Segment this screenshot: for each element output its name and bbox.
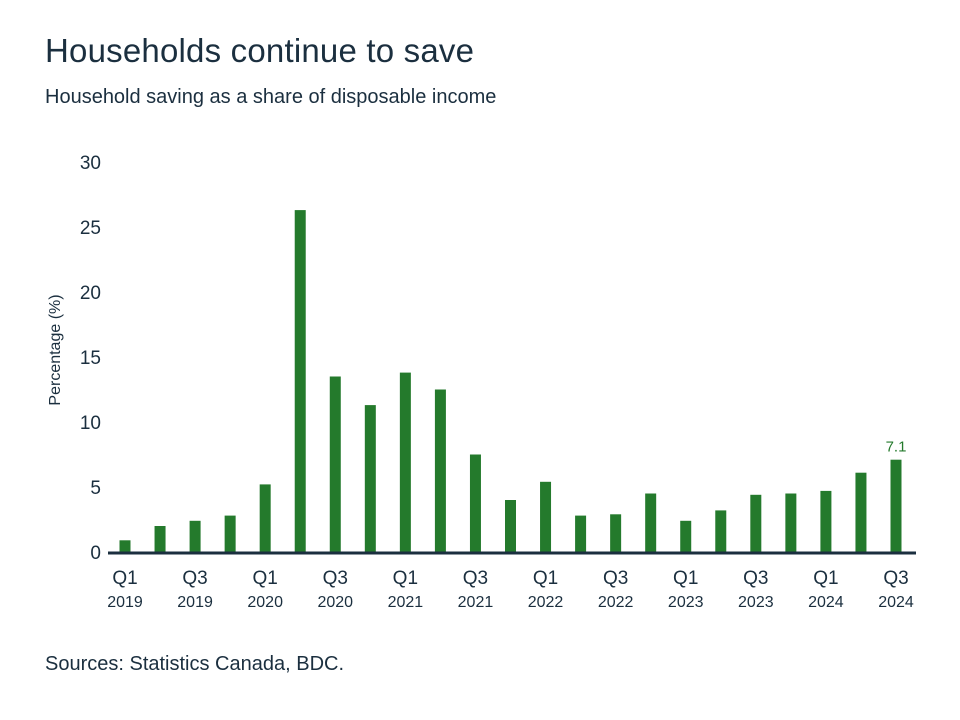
bar: Q2 2023: 3.2 [715,510,727,552]
bar: Q3 2022: 2.9 [610,514,622,552]
x-tick-year: 2021 [388,594,424,611]
x-tick-year: 2020 [317,594,353,611]
bar: Q2 2019: 2 [154,526,166,552]
bar: Q3 2023: 4.4 [750,494,762,552]
x-tick-year: 2024 [808,594,844,611]
chart-title: Households continue to save [45,32,475,69]
x-tick-quarter: Q3 [883,568,908,589]
bar: Q1 2023: 2.4 [680,520,692,552]
bar: Q2 2022: 2.8 [575,515,587,552]
x-tick-quarter: Q3 [463,568,488,589]
x-tick-year: 2019 [107,594,143,611]
x-axis-ticks: Q1 2019 Q3 2019 Q1 2020 Q3 2020 Q1 2021 Q3 2021 Q1 20… [107,568,914,611]
x-tick-year: 2023 [738,594,774,611]
bar: Q1 2024: 4.7 [820,490,832,552]
y-axis-ticks: 0 5 10 15 20 25 30 [80,153,101,564]
x-tick-quarter: Q1 [253,568,278,589]
y-tick-label: 15 [80,348,101,369]
bar: Q3 2019: 2.4 [189,520,201,552]
y-tick-label: 25 [80,218,101,239]
bar: Q1 2022: 5.4 [540,481,552,552]
bar: Q4 2023: 4.5 [785,493,797,552]
y-tick-label: 0 [90,543,101,564]
bar: Q3 2020: 13.5 [329,376,341,552]
bar: Q1 2021: 13.8 [399,372,411,552]
x-tick-quarter: Q3 [743,568,768,589]
bar-chart: 0 5 10 15 20 25 30 Percentage (%) Q1 2019: 0.9… [47,153,916,611]
bar: Q4 2020: 11.3 [364,405,376,552]
bar: Q4 2021: 4 [505,500,516,552]
bar: Q3 2021: 7.5 [469,454,481,552]
source-note: Sources: Statistics Canada, BDC. [45,653,345,675]
y-tick-label: 20 [80,283,101,304]
data-label: 7.1 [886,439,907,456]
x-tick-quarter: Q3 [182,568,207,589]
x-tick-quarter: Q3 [323,568,348,589]
data-labels: 7.1 [886,439,907,456]
bar: Q4 2022: 4.5 [645,493,657,552]
x-tick-year: 2024 [878,594,914,611]
bar: Q2 2024: 6.1 [855,472,867,552]
y-tick-label: 10 [80,413,101,434]
x-tick-quarter: Q1 [673,568,698,589]
x-tick-quarter: Q1 [813,568,838,589]
y-tick-label: 5 [90,478,101,499]
bars: Q1 2019: 0.9 Q2 2019: 2 Q3 2019: 2.4 Q4 201… [119,210,902,552]
bar: Q3 2024: 7.1 [890,459,902,552]
x-tick-quarter: Q1 [393,568,418,589]
x-tick-year: 2023 [668,594,704,611]
bar: Q2 2021: 12.5 [434,389,446,552]
chart-subtitle: Household saving as a share of disposabl… [45,86,497,108]
x-tick-quarter: Q1 [112,568,137,589]
x-tick-quarter: Q3 [603,568,628,589]
bar: Q4 2019: 2.8 [224,515,236,552]
x-tick-year: 2021 [458,594,494,611]
bar: Q1 2019: 0.9 [119,540,131,552]
y-tick-label: 30 [80,153,101,174]
x-tick-year: 2019 [177,594,213,611]
bar: Q2 2020: 26.3 [294,210,306,552]
x-tick-year: 2020 [247,594,283,611]
x-tick-year: 2022 [598,594,634,611]
y-axis-label: Percentage (%) [47,294,64,405]
bar: Q1 2020: 5.2 [259,484,271,552]
x-tick-year: 2022 [528,594,564,611]
x-tick-quarter: Q1 [533,568,558,589]
